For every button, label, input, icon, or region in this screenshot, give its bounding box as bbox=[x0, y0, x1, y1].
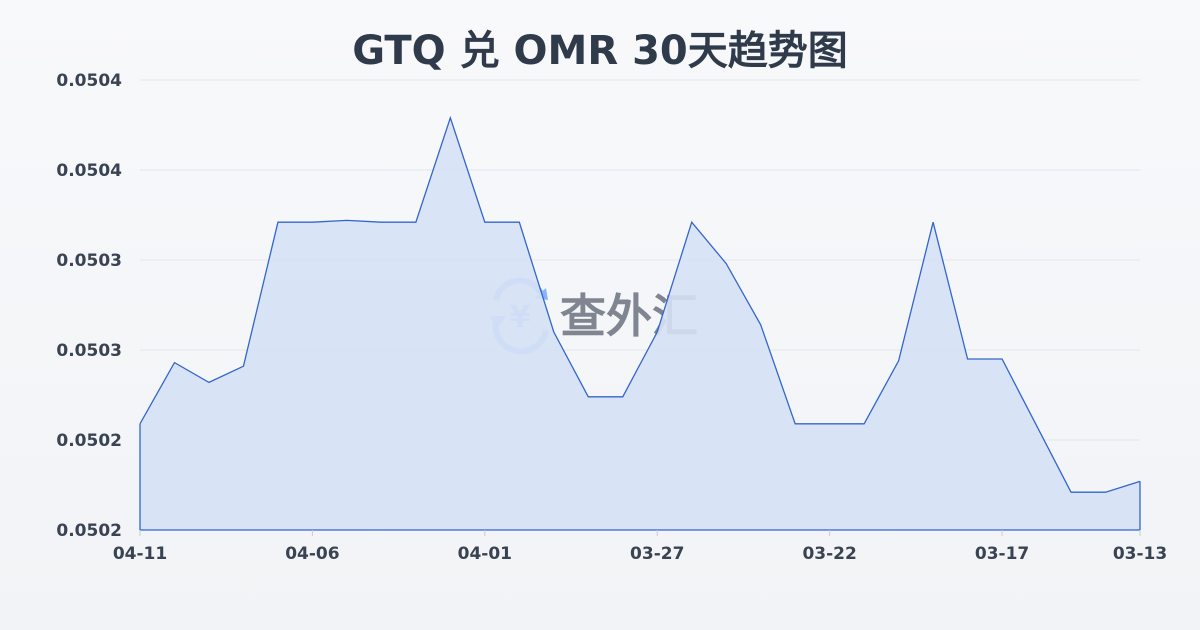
y-tick-label: 0.0504 bbox=[56, 71, 122, 91]
x-tick-label: 04-01 bbox=[458, 544, 512, 564]
x-tick-label: 03-27 bbox=[630, 544, 684, 564]
y-axis-ticks: 0.0504 0.0504 0.0503 0.0503 0.0502 0.0502 bbox=[56, 71, 122, 541]
y-tick-label: 0.0502 bbox=[56, 431, 122, 451]
x-tick-label: 03-13 bbox=[1113, 544, 1167, 564]
x-axis-ticks: 04-11 04-06 04-01 03-27 03-22 03-17 03-13 bbox=[113, 529, 1167, 564]
x-tick-label: 03-22 bbox=[802, 544, 856, 564]
x-tick-label: 03-17 bbox=[975, 544, 1029, 564]
area-fill bbox=[140, 117, 1140, 531]
series bbox=[139, 115, 1141, 531]
y-tick-label: 0.0503 bbox=[56, 341, 122, 361]
series-line bbox=[139, 115, 1141, 493]
y-tick-label: 0.0504 bbox=[56, 161, 122, 181]
y-tick-label: 0.0502 bbox=[56, 521, 122, 541]
y-tick-label: 0.0503 bbox=[56, 251, 122, 271]
x-tick-label: 04-11 bbox=[113, 544, 167, 564]
x-tick-label: 04-06 bbox=[285, 544, 339, 564]
chart-title: GTQ 兑 OMR 30天趋势图 bbox=[352, 28, 848, 74]
